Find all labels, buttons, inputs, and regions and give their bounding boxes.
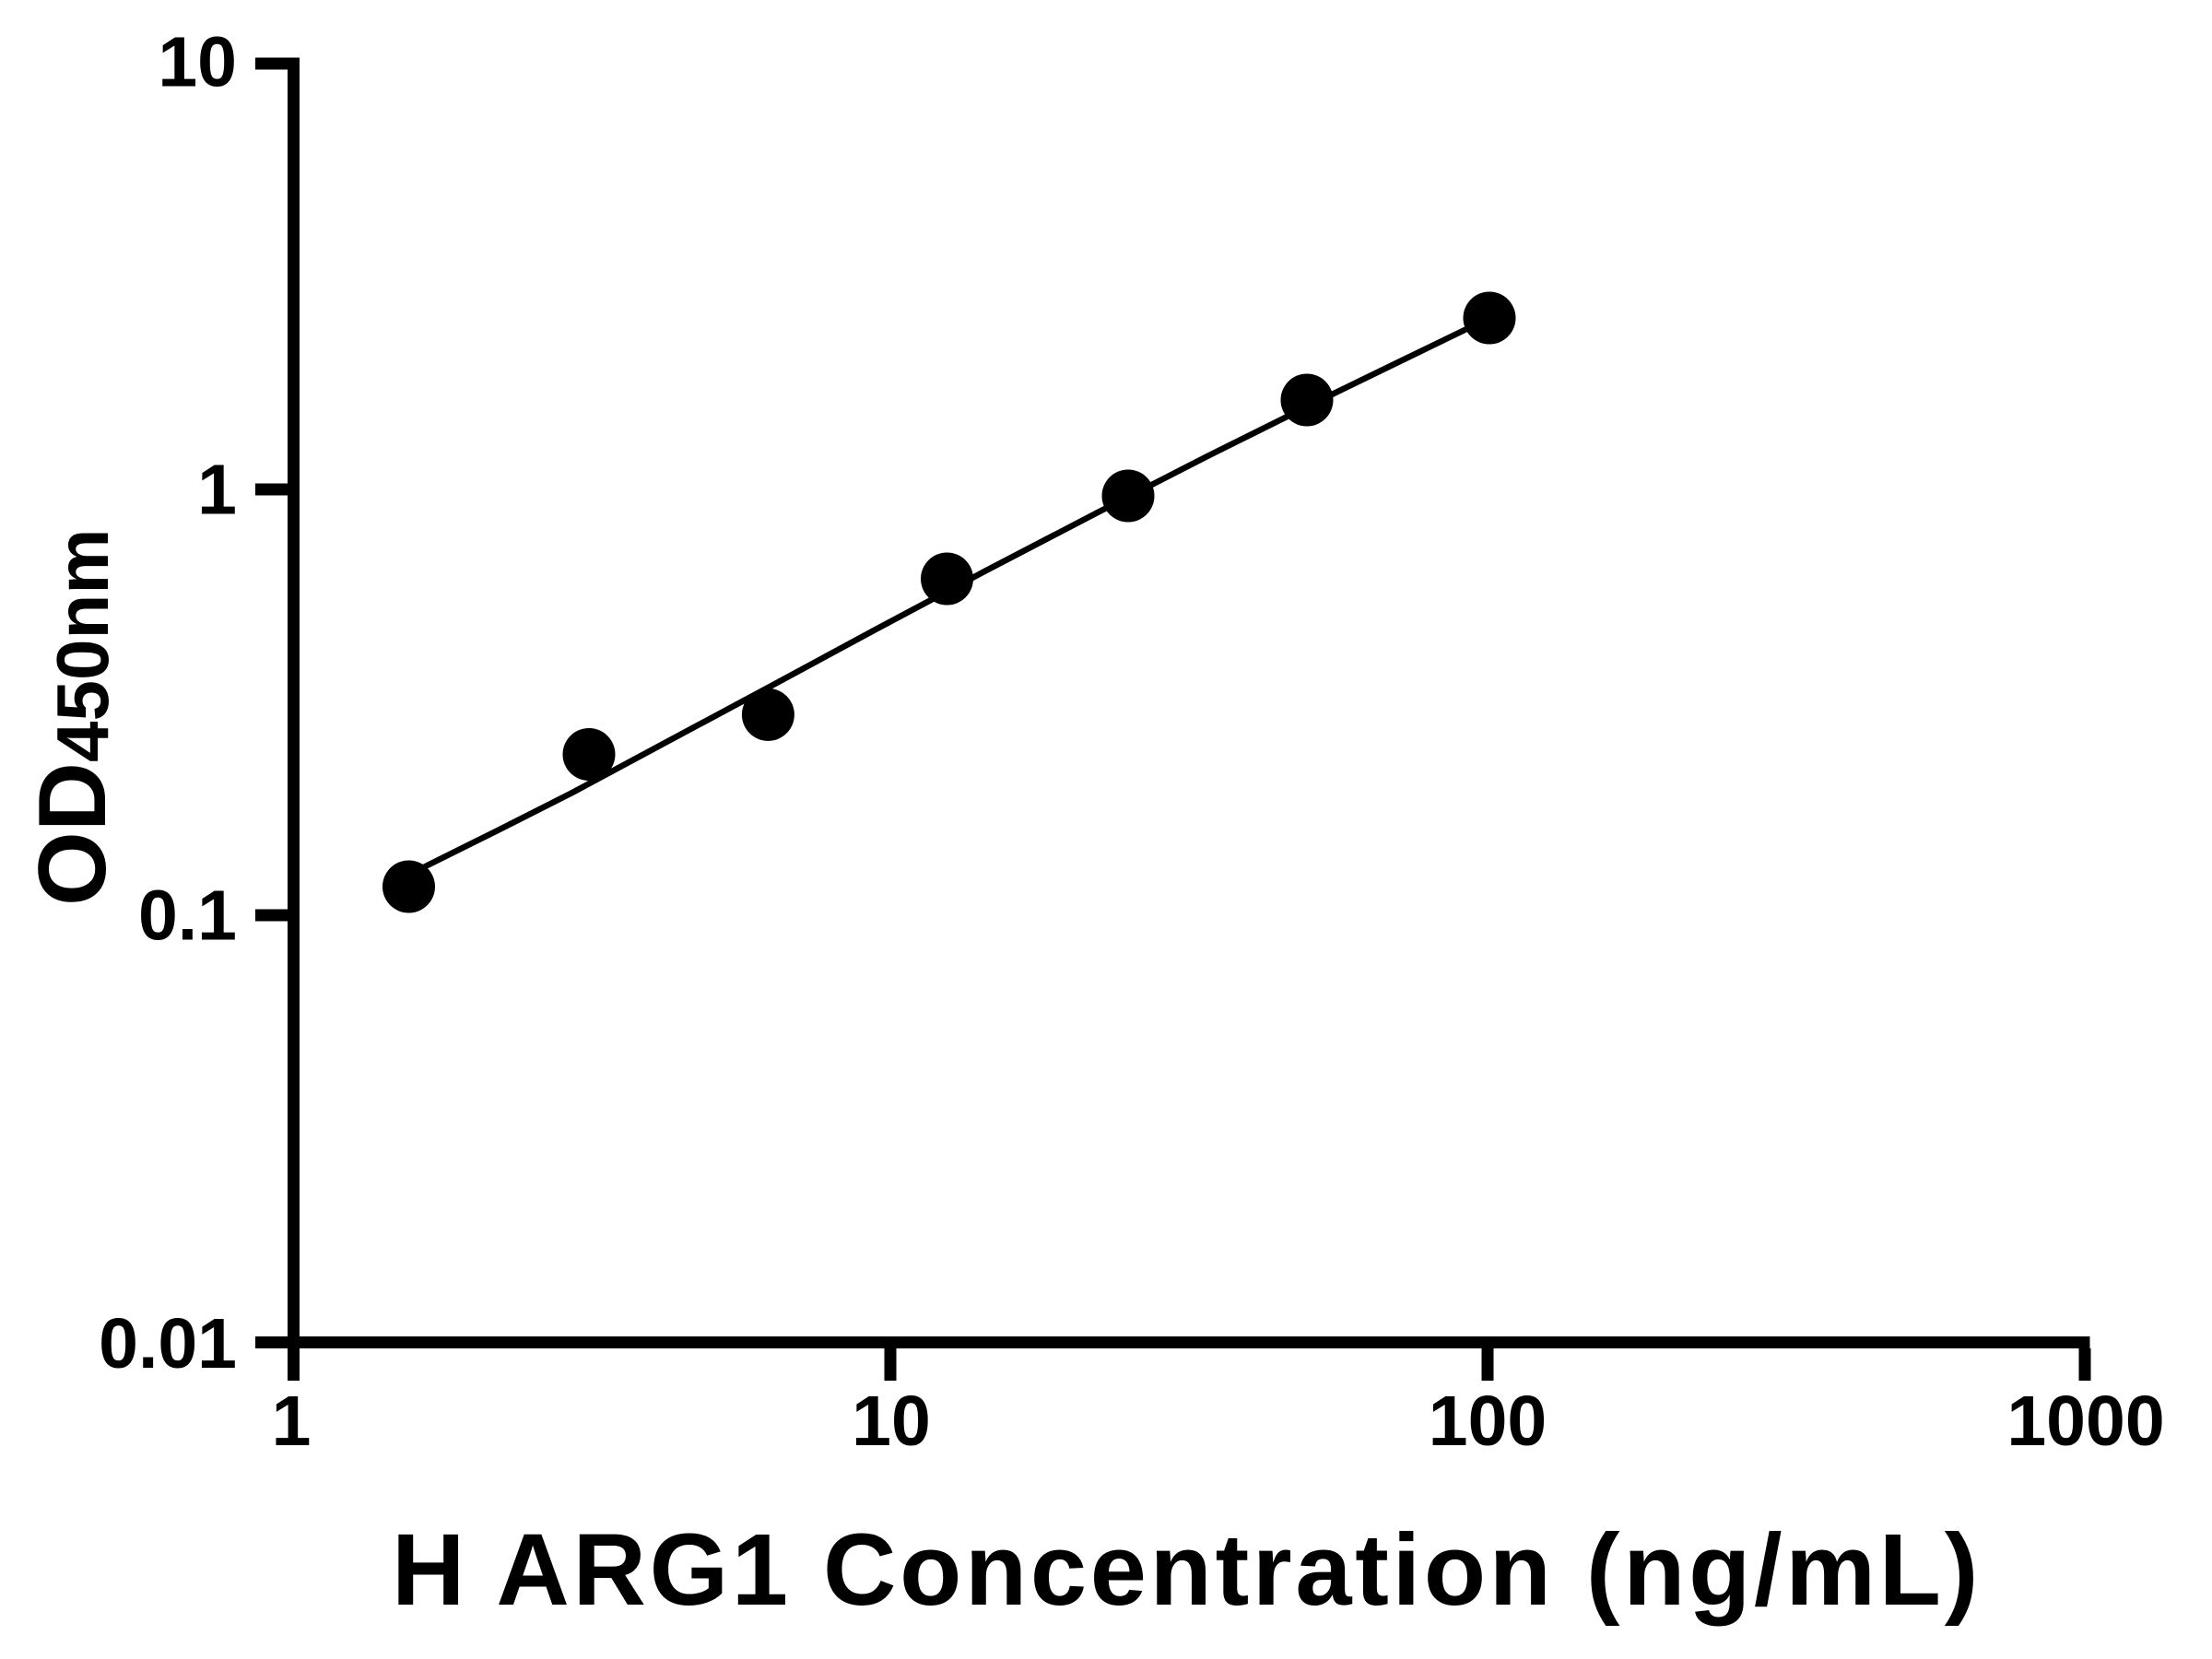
svg-text:10: 10 bbox=[852, 1382, 931, 1461]
svg-text:0.1: 0.1 bbox=[138, 877, 237, 956]
svg-text:100: 100 bbox=[1429, 1382, 1547, 1461]
svg-text:1: 1 bbox=[272, 1382, 312, 1461]
svg-text:H ARG1 Concentration (ng/mL): H ARG1 Concentration (ng/mL) bbox=[392, 1513, 1982, 1627]
svg-text:1000: 1000 bbox=[2006, 1382, 2164, 1461]
svg-text:1: 1 bbox=[197, 451, 237, 530]
svg-text:0.01: 0.01 bbox=[99, 1304, 237, 1383]
svg-text:OD450nm: OD450nm bbox=[19, 529, 126, 906]
svg-text:10: 10 bbox=[158, 23, 237, 102]
